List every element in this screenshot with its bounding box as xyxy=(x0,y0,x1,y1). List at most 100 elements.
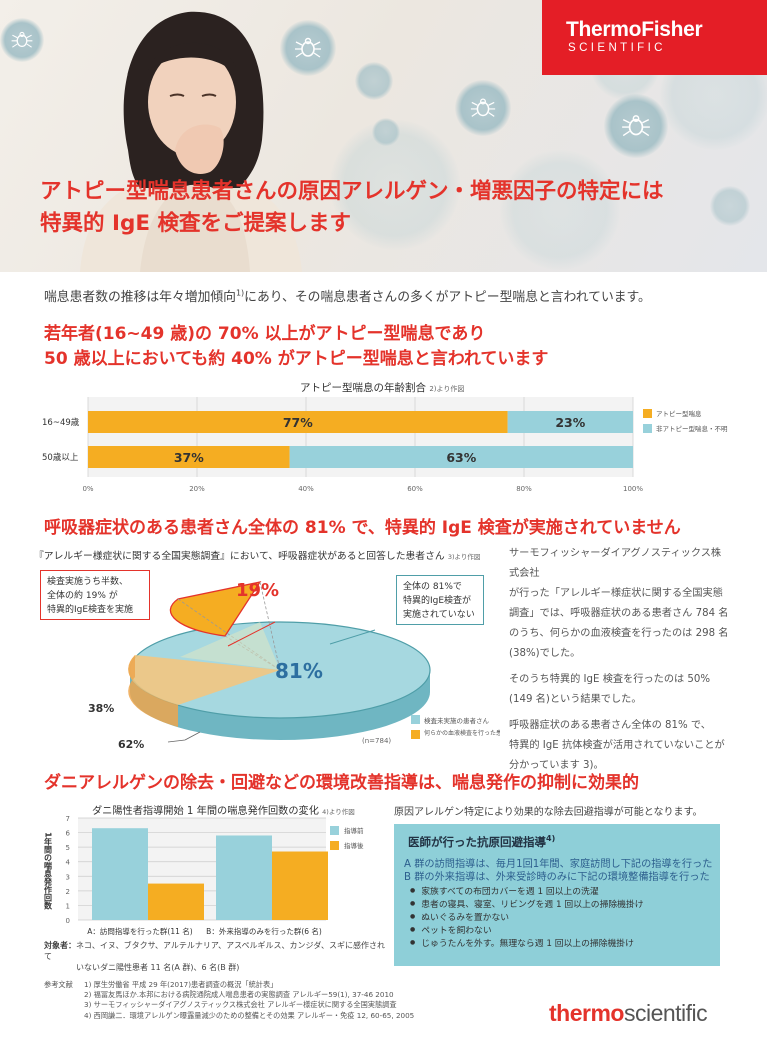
intro-text: 喘息患者数の推移は年々増加傾向1)にあり、その喘息患者さんの多くがアトピー型喘息… xyxy=(44,286,651,305)
pie-slice-tested xyxy=(128,655,280,705)
legend-swatch xyxy=(643,424,652,433)
mite-icon xyxy=(604,94,668,158)
title-line: アトピー型喘息患者さんの原因アレルゲン・増悪因子の特定には xyxy=(40,179,664,204)
bar xyxy=(272,851,328,920)
target-text: いないダニ陽性患者 11 名(A 群)、6 名(B 群) xyxy=(76,963,240,972)
list-item: 患者の寝具、寝室、リビングを週 1 回以上の掃除機掛け xyxy=(410,898,643,911)
callout-line-text: 実施されていない xyxy=(403,610,475,620)
coughing-woman-illustration xyxy=(80,11,302,272)
text-line: そのうち特異的 IgE 検査を行ったのは 50% xyxy=(509,674,711,685)
callout-line xyxy=(167,731,201,743)
text-line: 特異的 IgE 抗体検査が活用されていないことが xyxy=(509,740,725,751)
bar-value-label: 63% xyxy=(446,450,476,465)
subtitle-text: 『アレルギー様症状に関する全国実態調査』において、呼吸器症状があると回答した患者… xyxy=(34,551,445,562)
thermo-fisher-logo: ThermoFisher SCIENTIFIC xyxy=(542,0,767,75)
decor-blob xyxy=(355,62,393,100)
legend-swatch xyxy=(330,841,339,850)
decor-blob xyxy=(710,186,750,226)
x-tick-label: 60% xyxy=(407,485,423,493)
heading-line: 若年者(16~49 歳)の 70% 以上がアトピー型喘息であり xyxy=(44,324,486,344)
mite-icon xyxy=(455,80,511,136)
target-label: 対象者： xyxy=(44,941,76,950)
decor-blob xyxy=(500,150,620,270)
x-tick-label: 80% xyxy=(516,485,532,493)
y-tick-label: 0 xyxy=(66,917,70,925)
bar xyxy=(92,828,148,920)
y-tick-label: 5 xyxy=(66,844,70,852)
pie-label-19: 19% xyxy=(236,580,279,601)
right-intro: 原因アレルゲン特定により効果的な除去回避指導が可能となります。 xyxy=(394,807,703,818)
callout-line-text: 特異的IgE検査を実施 xyxy=(47,605,134,615)
y-axis-label: 1年間の喘息発作回数 xyxy=(43,832,53,911)
callout-untested-81: 全体の 81%で 特異的IgE検査が 実施されていない xyxy=(396,575,484,625)
mite-icon xyxy=(0,18,44,62)
list-item: 家族すべての布団カバーを週 1 回以上の洗濯 xyxy=(410,885,644,898)
y-tick-label: 1 xyxy=(66,902,70,910)
avoidance-guidance-box: 医師が行った抗原回避指導4) A 群の訪問指導は、毎月1回1年間、家庭訪問し下記… xyxy=(394,824,720,966)
legend-label: 指導前 xyxy=(344,826,364,835)
chart-title-ref: 2)より作図 xyxy=(429,385,465,393)
text-line: (149 名)という結果でした。 xyxy=(509,694,642,705)
reference-item: 2) 福冨友馬ほか.本邦における病院通院成人喘息患者の実態調査 アレルギー59(… xyxy=(84,990,394,1000)
y-tick-label: 2 xyxy=(66,888,70,896)
hero-banner: ThermoFisher SCIENTIFIC アトピー型喘息患者さんの原因アレ… xyxy=(0,0,767,272)
group-b-desc: B 群の外来指導は、外来受診時のみに下記の環境整備指導を行った xyxy=(404,872,710,883)
chart1-atopic-age-ratio: 0% 20% 40% 60% 80% 100% 16~49歳 77% 23% 50歳以上 37% 63… xyxy=(0,395,767,500)
chart3-asthma-attacks: 0 1 2 3 4 5 6 7 1年間の喘息発作回数 A：訪問指導を行った群(11 名) B：外来指… xyxy=(38,812,383,942)
legend-label: 指導後 xyxy=(344,841,364,850)
info-title: 医師が行った抗原回避指導4) xyxy=(408,834,555,850)
bar-value-label: 23% xyxy=(555,415,585,430)
list-item: ペットを飼わない xyxy=(410,924,644,937)
legend-label: アトピー型喘息 xyxy=(656,409,702,418)
logo-text: thermo xyxy=(549,1000,624,1026)
heading-line: 50 歳以上においても約 40% がアトピー型喘息と言われています xyxy=(44,349,549,369)
title-line: 特異的 IgE 検査をご提案します xyxy=(40,211,352,236)
y-tick-label: 3 xyxy=(66,873,70,881)
callout-line xyxy=(227,621,276,647)
paragraph: 呼吸器症状のある患者さん全体の 81% で、 特異的 IgE 抗体検査が活用され… xyxy=(509,716,729,776)
legend-swatch xyxy=(330,826,339,835)
bar-value-label: 77% xyxy=(283,415,313,430)
mite-icon xyxy=(280,20,336,76)
bar xyxy=(216,835,272,920)
paragraph: サーモフィッシャーダイアグノスティックス株式会社 が行った「アレルギー様症状に関… xyxy=(509,544,729,664)
pie-label-38: 38% xyxy=(88,702,114,715)
callout-line-text: 特異的IgE検査が xyxy=(403,596,472,606)
bar-segment xyxy=(88,411,508,433)
y-tick-label: 6 xyxy=(66,830,71,838)
callout-line xyxy=(329,629,376,645)
category-label: 50歳以上 xyxy=(42,452,79,463)
thermo-scientific-logo: thermoscientific xyxy=(549,1000,708,1027)
logo-text: ThermoFisher xyxy=(566,18,703,41)
intro-part: にあり、その喘息患者さんの多くがアトピー型喘息と言われています。 xyxy=(244,290,651,305)
callout-line-text: 検査実施うち半数、 xyxy=(47,577,129,587)
legend-swatch xyxy=(643,409,652,418)
logo-subtext: SCIENTIFIC xyxy=(568,42,666,54)
section2-heading: 呼吸器症状のある患者さん全体の 81% で、特異的 IgE 検査が実施されていま… xyxy=(44,518,681,538)
text-line: が行った「アレルギー様症状に関する全国実態 xyxy=(509,588,723,599)
section1-heading: 若年者(16~49 歳)の 70% 以上がアトピー型喘息であり 50 歳以上にお… xyxy=(44,322,548,372)
pie-overlap-area xyxy=(180,622,280,670)
ref-mark: 1) xyxy=(235,288,245,298)
legend-swatch xyxy=(411,730,420,739)
pie-slice-tested-side xyxy=(128,655,178,727)
callout-line-text: 全体の 81%で xyxy=(403,582,462,592)
text-line: サーモフィッシャーダイアグノスティックス株式会社 xyxy=(509,548,722,579)
reference-item: 3) サーモフィッシャーダイアグノスティックス株式会社 アレルギー様症状に関する… xyxy=(84,1000,397,1010)
text-line: 調査」では、呼吸器症状のある患者さん 784 名 xyxy=(509,608,729,619)
reference-item: 4) 西岡謙二．環境アレルゲン曝露量減少のための整備とその効果 アレルギー・免疫… xyxy=(84,1010,415,1020)
legend-tested-text: 何らかの血液検査を行った患者さん xyxy=(424,729,500,737)
text-line: (38%)でした。 xyxy=(509,648,581,659)
text-line: 呼吸器症状のある患者さん全体の 81% で、 xyxy=(509,720,711,731)
target-description: 対象者：ネコ、イヌ、ブタクサ、アルテルナリア、アスペルギルス、カンジダ、スギに感… xyxy=(44,940,389,973)
intro-part: 喘息患者数の推移は年々増加傾向 xyxy=(44,290,236,305)
survey-description: サーモフィッシャーダイアグノスティックス株式会社 が行った「アレルギー様症状に関… xyxy=(509,544,729,776)
chart2-test-rate-pie: 19% 81% 38% 62% 検査未実施の患者さん 何らかの血液検査を行った患… xyxy=(30,562,520,757)
list-item: ぬいぐるみを置かない xyxy=(410,911,644,924)
pie-label-62: 62% xyxy=(118,738,144,751)
bar xyxy=(148,883,204,920)
group-a-desc: A 群の訪問指導は、毎月1回1年間、家庭訪問し下記の指導を行った xyxy=(404,859,713,870)
section3-heading: ダニアレルゲンの除去・回避などの環境改善指導は、喘息発作の抑制に効果的 xyxy=(44,773,639,793)
chart-title-text: ダニ陽性者指導開始 1 年間の喘息発作回数の変化 xyxy=(92,806,319,817)
x-tick-label: 20% xyxy=(189,485,205,493)
